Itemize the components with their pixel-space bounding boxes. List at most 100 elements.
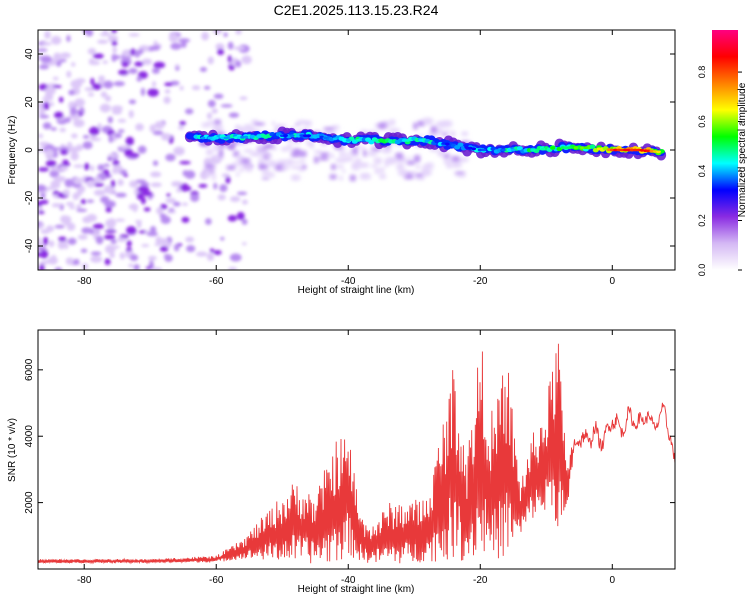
spectrogram-cell <box>445 129 450 134</box>
spectrogram-cell <box>40 192 46 199</box>
spectrogram-cell <box>117 237 127 243</box>
spectrogram-cell <box>84 162 90 171</box>
spectrogram-cell <box>181 202 189 206</box>
ridge-cell <box>550 146 556 150</box>
spectrogram-cell <box>86 179 95 188</box>
spectrogram-cell <box>128 203 139 210</box>
ridge-cell <box>306 134 312 138</box>
spectrogram-cell <box>50 35 62 45</box>
spectrogram-cell <box>266 154 272 159</box>
spectrogram-cell <box>123 173 128 177</box>
spectrogram-cell <box>258 157 265 165</box>
spectrogram-cell <box>360 172 370 178</box>
spectrogram-cell <box>341 169 347 174</box>
spectrogram-cell <box>54 267 63 270</box>
spectrogram-cell <box>102 60 109 64</box>
spectrogram-cell <box>235 60 242 68</box>
x-tick-label: -40 <box>341 575 356 586</box>
spectrogram-cell <box>92 223 105 230</box>
spectrogram-cell <box>173 243 180 252</box>
spectrogram-cell <box>236 211 245 220</box>
spectrogram-cell <box>450 161 463 168</box>
spectrogram-cell <box>87 48 97 55</box>
spectrogram-cell <box>296 119 307 125</box>
spectrogram-cell <box>110 239 117 245</box>
spectrogram-cell <box>45 160 57 167</box>
spectrogram-cell <box>111 30 117 34</box>
spectrogram-cell <box>105 218 117 228</box>
spectrogram-cell <box>119 252 126 260</box>
spectrogram-cell <box>41 260 52 264</box>
spectrogram-cell <box>443 158 451 165</box>
spectrogram-cell <box>140 182 150 187</box>
spectrogram-cell <box>38 236 42 246</box>
spectrogram-cell <box>103 80 114 89</box>
spectrogram-cell <box>227 55 232 63</box>
colorbar-tick-label: 0.4 <box>697 165 707 178</box>
spectrogram-cell <box>249 151 260 157</box>
spectrogram-cell <box>229 253 242 262</box>
spectrogram-cell <box>374 167 381 175</box>
spectrogram-cell <box>286 143 293 150</box>
spectrogram-cell <box>51 254 57 260</box>
spectrogram-cell <box>62 189 70 196</box>
ridge-cell <box>365 139 371 142</box>
spectrogram-cell <box>417 122 424 126</box>
spectrogram-cell <box>128 110 134 119</box>
spectrogram-cell <box>92 53 104 59</box>
spectrogram-cell <box>314 149 323 155</box>
ridge-cell <box>256 134 262 138</box>
spectrogram-cell <box>38 167 50 172</box>
spectrogram-cell <box>126 240 132 247</box>
spectrogram-x-axis: -80 -60 -40 -20 0 <box>77 30 616 287</box>
spectrogram-cell <box>58 236 67 242</box>
spectrogram-cell <box>167 209 176 214</box>
spectrogram-cell <box>227 215 238 222</box>
spectrogram-cell <box>191 85 201 91</box>
spectrogram-cell <box>454 171 466 176</box>
spectrogram-cell <box>268 172 276 178</box>
spectrogram-cell <box>152 130 164 136</box>
spectrogram-cell <box>228 266 238 270</box>
ridge-cell <box>457 142 464 147</box>
spectrogram-cell <box>242 242 247 246</box>
spectrogram-cell <box>225 175 231 184</box>
spectrogram-cell <box>107 116 113 124</box>
spectrogram-cell <box>71 133 78 139</box>
spectrogram-cell <box>160 215 171 224</box>
spectrogram-cell <box>70 62 76 67</box>
spectrogram-cell <box>107 153 118 158</box>
spectrogram-cell <box>112 160 120 167</box>
spectrogram-cell <box>138 48 144 55</box>
ridge-cell <box>619 148 625 152</box>
spectrogram-cell <box>135 179 147 184</box>
spectrogram-cell <box>134 219 143 224</box>
spectrogram-cell <box>198 183 208 188</box>
spectrogram-cell <box>40 55 52 63</box>
spectrogram-cell <box>137 185 150 193</box>
spectrogram-cell <box>265 161 275 165</box>
spectrogram-cell <box>128 68 138 74</box>
spectrogram-cell <box>75 144 83 152</box>
spectrogram-cell <box>108 134 114 143</box>
spectrogram-cell <box>58 96 64 103</box>
spectrogram-cell <box>182 170 189 177</box>
spectrogram-cell <box>330 163 337 171</box>
spectrogram-cell <box>211 108 218 114</box>
ridge-cell <box>471 147 477 151</box>
spectrogram-cell <box>406 160 416 166</box>
spectrogram-cell <box>354 158 362 166</box>
spectrogram-cell <box>66 70 72 78</box>
spectrogram-cell <box>185 236 195 243</box>
spectrogram-cell <box>111 40 118 46</box>
ridge-cell <box>626 148 632 152</box>
spectrogram-cell <box>40 229 51 235</box>
spectrogram-cell <box>87 92 95 97</box>
spectrogram-cell <box>111 169 120 174</box>
spectrogram-cell <box>253 121 266 127</box>
spectrogram-cell <box>109 252 115 259</box>
spectrogram-cell <box>104 95 112 102</box>
spectrogram-cell <box>186 245 196 253</box>
spectrogram-cell <box>76 203 82 210</box>
ridge-cell <box>563 146 569 150</box>
